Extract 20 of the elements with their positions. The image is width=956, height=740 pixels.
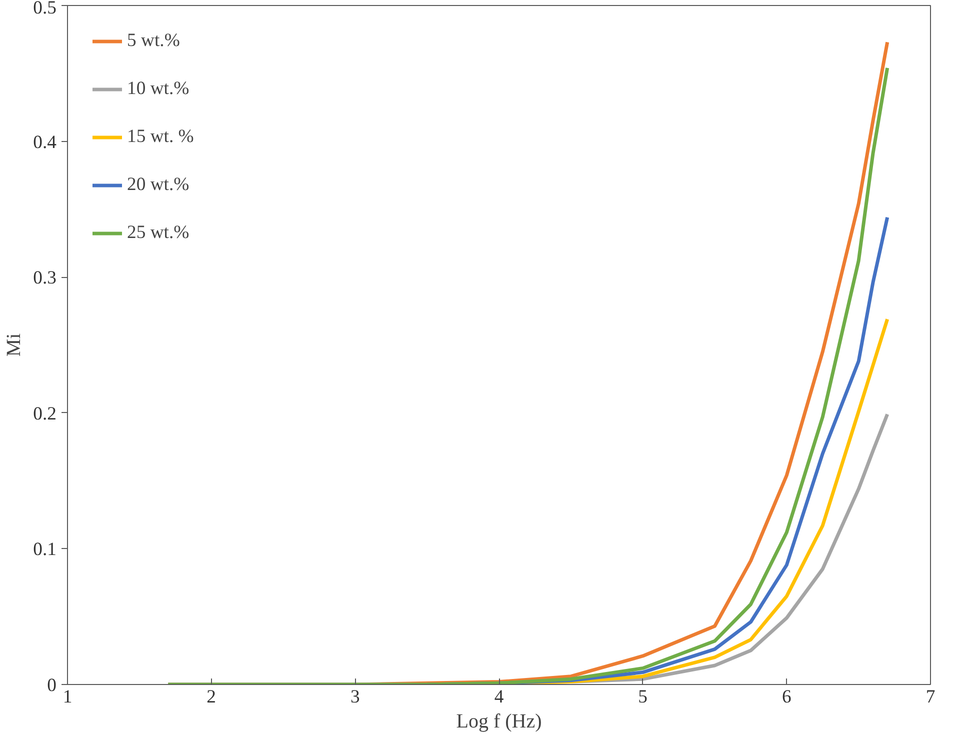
- x-tick-label: 4: [494, 686, 504, 708]
- legend-label: 5 wt.%: [127, 30, 180, 52]
- x-tick-label: 1: [62, 686, 72, 708]
- legend-label: 20 wt.%: [127, 174, 190, 196]
- x-tick-label: 5: [638, 686, 648, 708]
- x-tick-label: 7: [926, 686, 936, 708]
- x-tick-label: 2: [206, 686, 216, 708]
- x-tick-label: 6: [782, 686, 792, 708]
- legend-label: 10 wt.%: [127, 78, 190, 100]
- y-tick-label: 0.3: [33, 268, 57, 289]
- x-tick-label: 3: [350, 686, 360, 708]
- legend-label: 15 wt. %: [127, 126, 194, 148]
- y-tick-label: 0: [47, 675, 56, 696]
- y-tick-label: 0.2: [33, 403, 57, 424]
- x-axis-title: Log f (Hz): [456, 710, 542, 732]
- y-tick-label: 0.5: [33, 0, 57, 18]
- y-axis-title: Mi: [3, 332, 26, 357]
- y-tick-label: 0.4: [33, 132, 58, 153]
- legend-label: 25 wt.%: [127, 222, 190, 244]
- y-tick-label: 0.1: [33, 539, 57, 560]
